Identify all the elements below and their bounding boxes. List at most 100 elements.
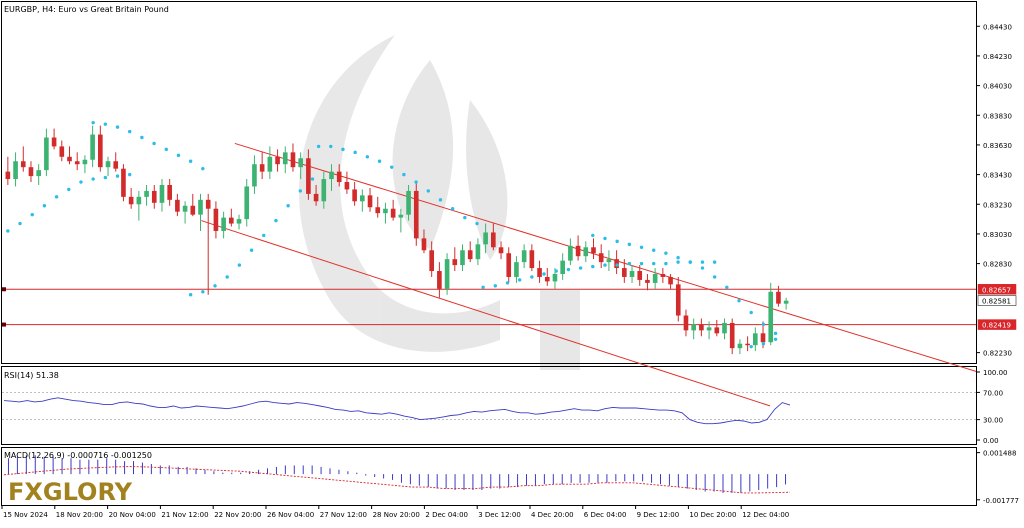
sar-dot [603,236,607,241]
price-tag-label: 0.82581 [982,298,1011,306]
sar-dot [30,212,34,217]
price-tag [977,295,1017,306]
sar-dot [566,267,571,272]
candle-body [175,199,180,212]
candle-body [136,196,142,205]
sar-dot [505,281,510,285]
sar-dot [749,310,753,315]
candle-body [329,171,334,180]
time-axis-label: 6 Dec 04:00 [584,511,627,519]
candle-body [383,208,388,214]
sar-dot [615,239,619,244]
sar-dot [475,221,479,226]
rsi-axis-label: 30.00 [983,417,1003,425]
sar-dot [725,285,729,290]
candle-body [598,253,604,263]
sar-dot [481,285,485,290]
candle-body [729,322,735,349]
sar-dot [377,159,382,163]
price-tag [977,319,1017,330]
sar-dot [591,264,595,269]
candle-body [745,343,750,346]
candle-body [660,273,666,277]
sar-dot [676,260,680,264]
price-tag-label: 0.82419 [982,322,1011,330]
sar-dot [493,284,497,288]
candle-body [460,250,465,266]
candle-body [691,324,696,331]
sar-dot [652,248,656,252]
candle-body [753,333,758,346]
sar-dot [341,147,345,152]
candle-body [5,171,11,180]
time-axis-label: 28 Nov 20:00 [373,511,420,519]
time-axis-label: 26 Nov 04:00 [267,511,314,519]
time-axis-label: 10 Dec 20:00 [689,511,736,519]
sar-dot [761,322,766,327]
sar-dot [353,150,357,155]
candle-body [290,152,296,168]
candle-body [51,137,57,147]
sar-dot [42,204,47,208]
price-axis-label: 0.82230 [983,350,1012,358]
candle-body [452,259,458,266]
sar-dot [390,165,394,169]
candle-body [90,134,95,160]
candle-body [737,343,743,349]
candle-body [506,253,512,277]
sar-dot [426,189,430,193]
candle-body [575,245,581,257]
sar-dot [115,174,120,178]
sar-dot [639,245,644,249]
sar-dot [286,204,290,208]
candle-body [706,327,712,331]
candle-body [244,186,250,220]
channel-lower-line [201,220,771,407]
candle-body [59,146,65,157]
candle-body [44,137,49,171]
candle-body [229,217,234,224]
sar-dot [91,120,95,125]
sar-dot [316,144,321,149]
sar-dot [700,260,705,264]
sar-dot [578,266,583,270]
price-axis-label: 0.84230 [983,53,1012,61]
sar-dot [91,177,95,181]
sar-dot [188,159,193,163]
candle-body [475,244,481,260]
sar-dot [761,342,766,346]
candle-body [606,259,612,263]
price-axis-label: 0.84030 [983,83,1012,91]
sar-dot [591,233,595,238]
sar-dot [103,122,108,126]
candle-body [413,190,419,239]
sar-dot [6,229,10,233]
candle-body [144,190,149,197]
candle-body [421,238,427,251]
candle-body [105,161,111,168]
candle-body [491,232,496,248]
candle-body [298,158,303,168]
candle-body [783,300,789,304]
price-axis-label: 0.83430 [983,172,1012,180]
candle-body [437,271,442,289]
candle-body [98,134,103,168]
sar-dot [18,221,22,226]
sar-dot [688,260,692,264]
candle-body [776,291,781,304]
time-axis-label: 2 Dec 04:00 [425,511,468,519]
candle-body [82,159,88,165]
candle-body [652,273,658,283]
sar-dot [164,147,168,152]
price-tag [977,284,1017,295]
sar-dot [249,248,254,252]
level-anchor-marker [2,322,6,327]
sar-dot [773,331,778,336]
candle-body [113,161,119,169]
sar-dot [615,263,619,267]
sar-dot [737,298,741,303]
candle-body [568,245,573,261]
candle-body [336,171,342,183]
sar-dot [450,207,455,211]
